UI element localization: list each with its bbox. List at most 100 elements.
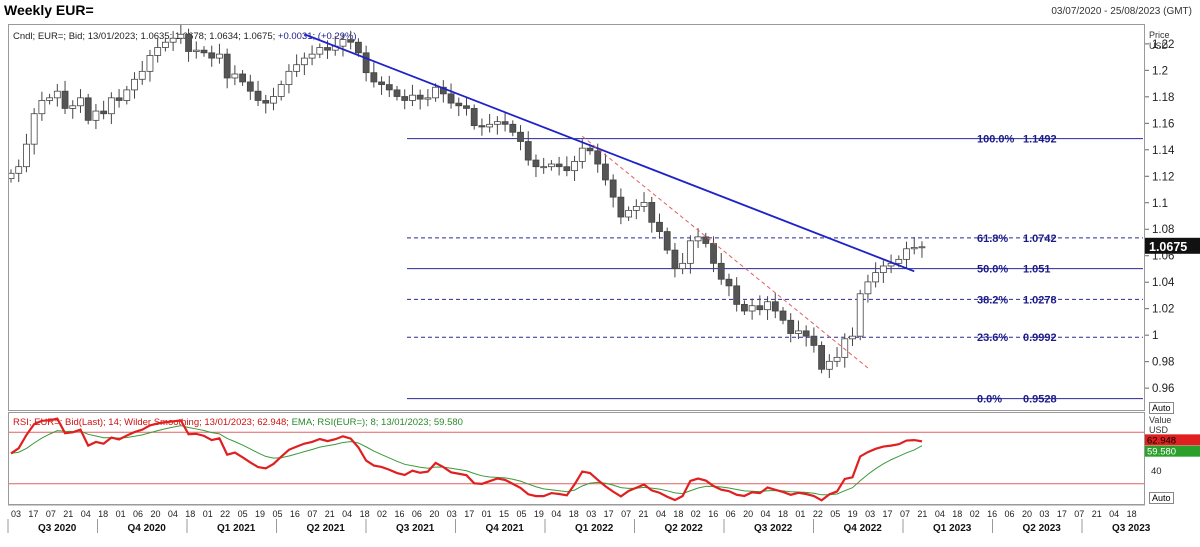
- week-tick-label: 20: [429, 509, 439, 519]
- week-tick-label: 07: [1074, 509, 1084, 519]
- candle: [77, 97, 84, 107]
- candle: [131, 78, 138, 91]
- candle: [856, 293, 864, 337]
- candle: [316, 47, 324, 55]
- candle: [285, 70, 293, 85]
- candle: [686, 240, 694, 264]
- candle: [540, 166, 548, 169]
- ema-line: [10, 425, 923, 496]
- quarter-label: Q1 2021: [217, 523, 256, 534]
- candle: [416, 94, 424, 100]
- week-tick-label: 04: [1109, 509, 1119, 519]
- rsi-auto-button[interactable]: Auto: [1149, 492, 1174, 504]
- candle: [347, 39, 355, 43]
- rsi-axis[interactable]: Value USD 62.948 59.580 40 Auto: [1145, 412, 1200, 505]
- fib-price-label: 1.0742: [1023, 233, 1057, 245]
- price-tick-label: 1.12: [1152, 171, 1174, 183]
- price-tick-label: 1.1: [1152, 198, 1168, 210]
- week-tick-label: 22: [220, 509, 230, 519]
- week-tick-label: 04: [81, 509, 91, 519]
- candle: [409, 94, 416, 101]
- price-tick-label: 1.06: [1152, 251, 1174, 263]
- price-auto-button[interactable]: Auto: [1149, 402, 1174, 414]
- candle: [463, 105, 470, 109]
- candle: [802, 330, 810, 337]
- candle: [918, 246, 926, 249]
- week-tick-label: 02: [691, 509, 701, 519]
- candle: [671, 249, 679, 270]
- candle: [123, 89, 131, 101]
- quarter-label: Q2 2022: [665, 523, 704, 534]
- week-tick-label: 20: [150, 509, 160, 519]
- last-price-box: [1145, 237, 1200, 254]
- price-tick-label: 0.98: [1152, 357, 1174, 369]
- candle: [146, 55, 154, 72]
- candle: [38, 100, 46, 115]
- candle: [849, 335, 856, 340]
- quarter-label: Q4 2022: [844, 523, 883, 534]
- candle: [887, 262, 895, 267]
- week-tick-label: 20: [1022, 509, 1032, 519]
- candle: [270, 96, 277, 104]
- week-tick-label: 16: [987, 509, 997, 519]
- week-tick-label: 17: [464, 509, 474, 519]
- candle: [15, 166, 23, 174]
- candle: [7, 172, 15, 180]
- week-tick-label: 06: [726, 509, 736, 519]
- week-tick-label: 05: [516, 509, 526, 519]
- week-tick-label: 18: [185, 509, 195, 519]
- week-tick-label: 06: [1005, 509, 1015, 519]
- candle: [725, 278, 733, 287]
- axis-unit: USD: [1149, 41, 1169, 51]
- chart-title: Weekly EUR=: [4, 2, 94, 18]
- week-tick-label: 16: [394, 509, 404, 519]
- candle: [825, 360, 833, 370]
- fib-level-label: 23.6%: [977, 332, 1008, 344]
- price-chart[interactable]: Cndl; EUR=; Bid; 13/01/2023; 1.0635; 1.0…: [7, 23, 1144, 410]
- week-tick-label: 05: [238, 509, 248, 519]
- candle: [470, 108, 478, 127]
- candle: [439, 86, 447, 95]
- quarter-label: Q3 2020: [38, 523, 77, 534]
- candle: [879, 265, 887, 274]
- candle: [115, 97, 123, 101]
- candle: [30, 113, 38, 145]
- week-tick-label: 01: [482, 509, 492, 519]
- candle: [702, 236, 710, 244]
- candle: [46, 97, 53, 101]
- candle: [617, 196, 625, 218]
- quarter-label: Q1 2023: [933, 523, 972, 534]
- candle: [254, 90, 262, 101]
- week-tick-label: 21: [917, 509, 927, 519]
- candle: [517, 131, 524, 142]
- price-panel[interactable]: Cndl; EUR=; Bid; 13/01/2023; 1.0635; 1.0…: [7, 23, 1145, 411]
- candle: [432, 86, 440, 99]
- candle: [23, 143, 30, 168]
- quarter-label: Q3 2023: [1112, 523, 1151, 534]
- candle: [710, 243, 717, 264]
- week-tick-label: 17: [28, 509, 38, 519]
- rsi-line: [10, 417, 923, 502]
- rsi-panel[interactable]: RSI; EUR=; Bid(Last); 14; Wilder Smoothi…: [8, 412, 1145, 505]
- price-tick-label: 1.08: [1152, 224, 1174, 236]
- trendline-dashed: [581, 135, 869, 369]
- candle: [493, 121, 501, 125]
- fib-price-label: 1.051: [1023, 264, 1051, 276]
- rsi-chart[interactable]: RSI; EUR=; Bid(Last); 14; Wilder Smoothi…: [9, 413, 1144, 504]
- candle: [447, 93, 455, 104]
- candle: [694, 236, 702, 242]
- date-range: 03/07/2020 - 25/08/2023 (GMT): [1051, 6, 1192, 17]
- week-tick-label: 06: [412, 509, 422, 519]
- week-tick-label: 15: [499, 509, 509, 519]
- week-tick-label: 18: [1127, 509, 1137, 519]
- price-axis[interactable]: Price USD 1.22 1.2 1.18 1.16 1.14 1.12 1.1 1.08 1.…: [1145, 24, 1200, 414]
- candle: [92, 110, 100, 121]
- week-tick-label: 03: [586, 509, 596, 519]
- week-tick-label: 02: [970, 509, 980, 519]
- candle: [239, 73, 247, 83]
- candle: [841, 338, 849, 358]
- candle: [910, 247, 918, 250]
- candle: [903, 248, 910, 260]
- candle: [354, 41, 362, 54]
- week-tick-label: 16: [708, 509, 718, 519]
